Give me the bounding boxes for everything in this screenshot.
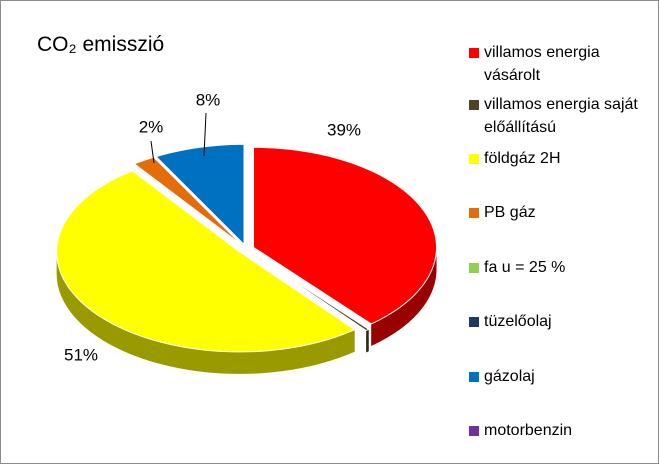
legend-label: villamos energia vásárolt — [484, 44, 600, 84]
data-label: 51% — [64, 345, 98, 364]
slice — [253, 146, 437, 325]
legend-item: gázolaj — [469, 365, 649, 388]
legend-swatch — [469, 372, 479, 382]
legend-swatch — [469, 48, 479, 58]
legend-swatch — [469, 208, 479, 218]
legend-label: földgáz 2H — [484, 150, 561, 167]
slice-side — [371, 247, 437, 346]
legend-label: PB gáz — [484, 204, 536, 221]
leader-line — [203, 112, 207, 157]
slice — [250, 252, 370, 332]
legend-label: fa u = 25 % — [484, 259, 566, 276]
leader-line — [150, 140, 155, 164]
slice — [133, 156, 243, 246]
slice-side — [366, 329, 369, 353]
slice — [56, 170, 356, 353]
legend-swatch — [469, 100, 479, 110]
slice — [155, 143, 245, 246]
legend-label: villamos energia saját előállítású — [484, 96, 638, 136]
data-label: 2% — [139, 117, 164, 136]
legend-swatch — [469, 263, 479, 273]
legend-item: földgáz 2H — [469, 147, 649, 170]
legend-label: motorbenzin — [484, 422, 573, 439]
legend-label: gázolaj — [484, 368, 535, 385]
legend-swatch — [469, 426, 479, 436]
legend-swatch — [469, 317, 479, 327]
data-label: 39% — [327, 120, 361, 139]
legend-item: fa u = 25 % — [469, 256, 649, 279]
legend-item: PB gáz — [469, 201, 649, 224]
legend-swatch — [469, 154, 479, 164]
legend-label: tüzelőolaj — [484, 313, 552, 330]
legend-item: motorbenzin — [469, 419, 649, 442]
data-label: 8% — [196, 90, 221, 109]
slice-side — [56, 251, 355, 374]
chart-title: CO₂ emisszió — [37, 33, 165, 56]
legend-item: villamos energia saját előállítású — [469, 93, 649, 139]
legend-item: tüzelőolaj — [469, 310, 649, 333]
legend-item: villamos energia vásárolt — [469, 41, 649, 87]
